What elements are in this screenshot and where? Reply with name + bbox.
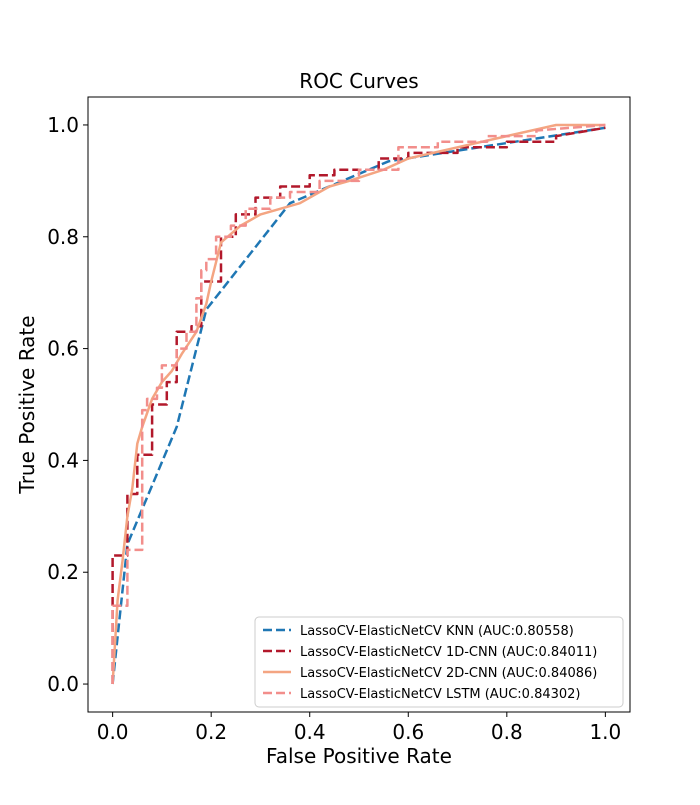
x-tick-label: 0.8: [491, 720, 523, 744]
y-tick-label: 0.4: [47, 448, 79, 472]
series-line-2: [111, 126, 606, 684]
y-axis-ticks: 0.0 0.2 0.4 0.6 0.8 1.0: [47, 113, 88, 696]
chart-title: ROC Curves: [299, 69, 418, 93]
y-tick-label: 0.6: [47, 337, 79, 361]
legend-label: LassoCV-ElasticNetCV LSTM (AUC:0.84302): [300, 687, 581, 702]
legend-label: LassoCV-ElasticNetCV KNN (AUC:0.80558): [300, 624, 574, 639]
y-tick-label: 1.0: [47, 113, 79, 137]
x-tick-label: 1.0: [589, 720, 621, 744]
legend-box: [254, 616, 624, 708]
x-tick-label: 0.4: [294, 720, 326, 744]
legend-label: LassoCV-ElasticNetCV 1D-CNN (AUC:0.84011…: [300, 645, 597, 660]
series-line-1: [111, 126, 606, 685]
x-axis-label: False Positive Rate: [266, 744, 452, 768]
y-tick-label: 0.2: [47, 560, 79, 584]
y-axis-label: True Positive Rate: [15, 315, 39, 494]
legend: LassoCV-ElasticNetCV KNN (AUC:0.80558) La…: [254, 616, 624, 708]
x-tick-label: 0.0: [97, 720, 129, 744]
series-layer: [111, 123, 606, 685]
x-axis-ticks: 0.0 0.2 0.4 0.6 0.8 1.0: [97, 712, 621, 744]
x-tick-label: 0.6: [392, 720, 424, 744]
legend-label: LassoCV-ElasticNetCV 2D-CNN (AUC:0.84086…: [300, 666, 597, 681]
y-tick-label: 0.8: [47, 225, 79, 249]
plot-area: [87, 96, 631, 713]
series-line-3: [111, 123, 606, 685]
y-tick-label: 0.0: [47, 672, 79, 696]
series-line-4: [111, 123, 606, 684]
x-tick-label: 0.2: [195, 720, 227, 744]
